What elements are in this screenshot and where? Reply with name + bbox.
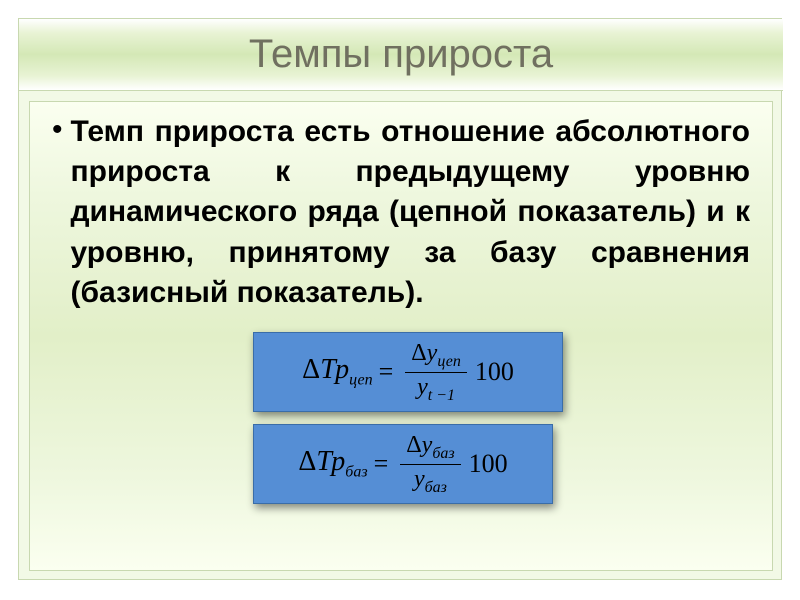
f2-num: Δубаз [400,433,460,465]
f2-eq: = [374,449,389,479]
f1-mult: 100 [475,357,514,387]
slide-container: Темпы прироста • Темп прироста есть отно… [18,18,782,580]
f2-den: убаз [408,465,453,496]
body-text: Темп прироста есть отношение абсолютного… [71,112,750,313]
bullet-icon: • [52,112,63,148]
f1-sub: цеп [349,372,373,389]
f1-num: Δуцеп [405,341,467,373]
f2-num-delta: Δ [406,432,421,458]
f1-den-var: у [417,374,428,400]
f1-fraction: Δуцеп уt −1 [405,341,467,404]
slide-title: Темпы прироста [249,32,553,77]
formula-base: ΔТрбаз = Δубаз убаз 100 [253,424,553,504]
formula-chain: ΔТрцеп = Δуцеп уt −1 100 [253,332,563,412]
f1-num-var: у [427,340,438,366]
f1-lhs: ΔТрцеп [302,354,372,390]
bullet-row: • Темп прироста есть отношение абсолютно… [52,112,750,313]
f1-den: уt −1 [411,373,461,404]
f2-num-sub: баз [432,445,454,462]
f2-delta: Δ [298,446,316,477]
f2-num-var: у [422,432,433,458]
f1-den-sub: t −1 [428,386,455,403]
f1-num-sub: цеп [437,353,461,370]
f2-var: Тр [316,446,345,477]
f2-lhs: ΔТрбаз [298,446,367,482]
f2-sub: баз [345,464,367,481]
f1-eq: = [379,357,394,387]
f2-fraction: Δубаз убаз [400,433,460,496]
f2-den-var: у [414,466,425,492]
f1-num-delta: Δ [411,340,426,366]
f2-den-sub: баз [425,478,447,495]
f1-delta: Δ [302,354,320,385]
f1-var: Тр [320,354,349,385]
title-bar: Темпы прироста [19,19,783,91]
f2-mult: 100 [469,449,508,479]
